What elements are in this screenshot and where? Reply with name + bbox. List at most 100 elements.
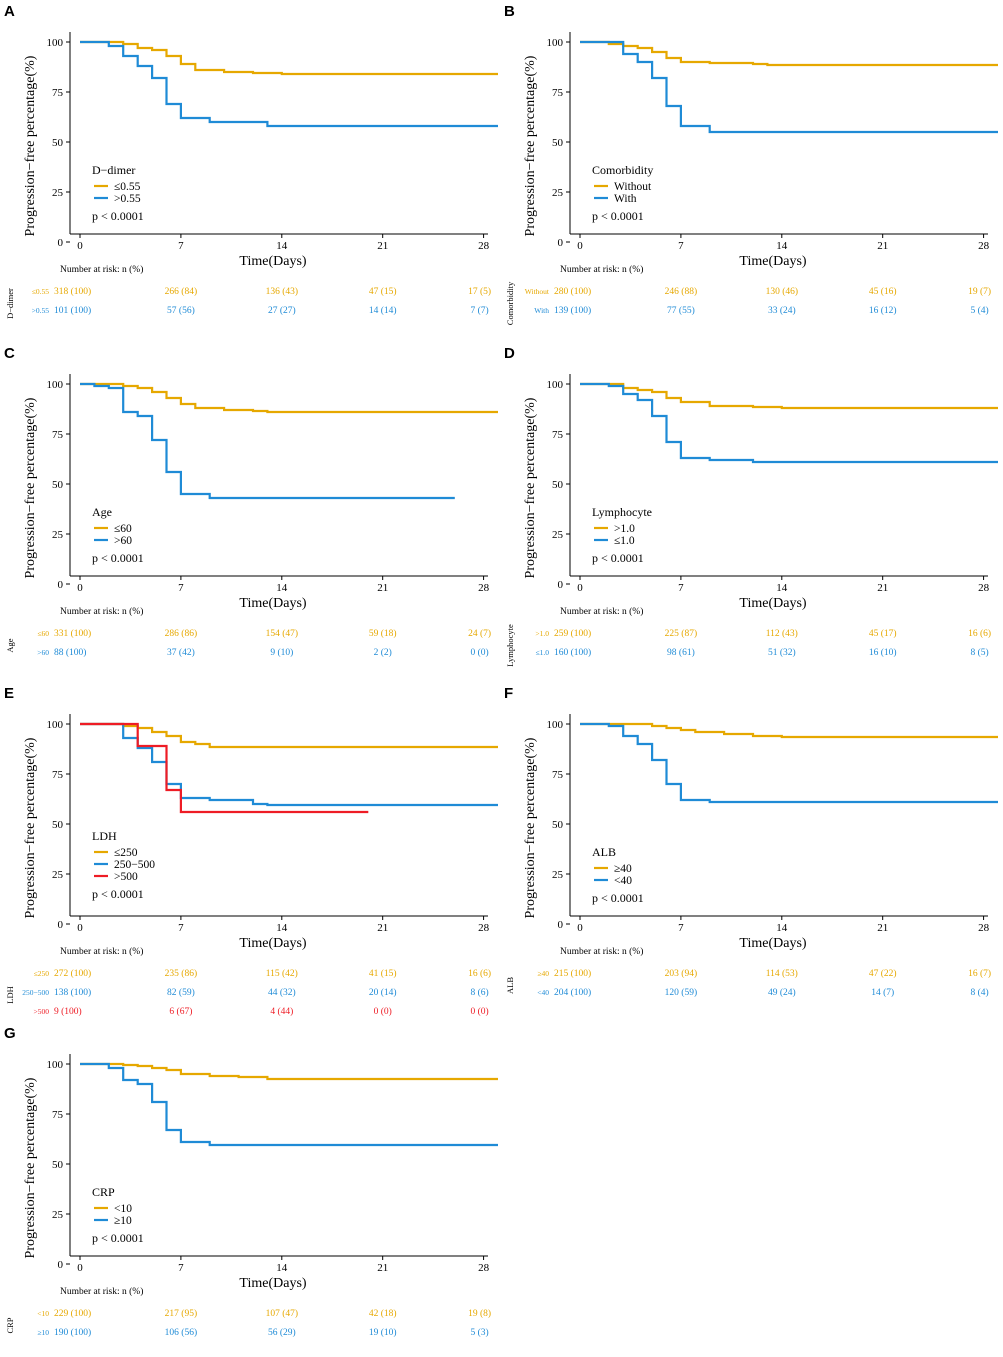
p-value: p < 0.0001 — [592, 891, 644, 905]
y-tick-label: 75 — [52, 769, 64, 781]
y-tick-label: 75 — [52, 429, 64, 441]
x-tick-label: 14 — [776, 240, 788, 252]
risk-cell: 16 (6) — [968, 628, 991, 639]
x-tick-label: 21 — [877, 582, 888, 594]
y-axis-label: Progression−free percentage(%) — [23, 397, 38, 578]
y-tick-label: 50 — [52, 479, 64, 491]
risk-cell: 246 (88) — [665, 286, 697, 297]
risk-cell: 138 (100) — [54, 987, 91, 998]
y-tick-label: 50 — [552, 479, 564, 491]
km-curves — [80, 40, 498, 128]
risk-cell: 47 (22) — [869, 968, 897, 979]
x-tick-label: 7 — [678, 240, 684, 252]
km-curve-series-2 — [580, 722, 998, 804]
panel-d: D 0 25 50 75 100 0 7 14 21 28 Progression−free perc… — [500, 342, 1000, 677]
y-tick-label: 100 — [547, 719, 564, 731]
x-tick-label: 14 — [276, 1262, 288, 1274]
risk-cell: 0 (0) — [470, 1006, 488, 1017]
risk-cell: 318 (100) — [54, 286, 91, 297]
p-value: p < 0.0001 — [92, 887, 144, 901]
p-value: p < 0.0001 — [92, 1231, 144, 1245]
p-value: p < 0.0001 — [592, 209, 644, 223]
legend-label: <40 — [614, 875, 632, 887]
risk-cell: 47 (15) — [369, 286, 397, 297]
risk-cell: 45 (16) — [869, 286, 897, 297]
risk-cell: 33 (24) — [768, 305, 796, 316]
y-tick-label: 100 — [47, 1059, 64, 1071]
risk-cell: 280 (100) — [554, 286, 591, 297]
risk-cell: 136 (43) — [266, 286, 298, 297]
panel-b: B 0 25 50 75 100 0 7 14 21 28 Progression−free perc… — [500, 0, 1000, 335]
risk-cell: 20 (14) — [369, 987, 397, 998]
km-chart-svg: C 0 25 50 75 100 0 7 14 21 28 Progression−free perc… — [4, 345, 498, 658]
risk-cell: 9 (100) — [54, 1006, 82, 1017]
panel-letter: G — [4, 1025, 16, 1042]
y-tick-label: 25 — [552, 187, 564, 199]
y-axis-label: Progression−free percentage(%) — [23, 1077, 38, 1258]
risk-cell: 19 (7) — [968, 286, 991, 297]
x-tick-label: 28 — [978, 240, 990, 252]
risk-cell: 112 (43) — [766, 628, 798, 639]
y-tick-label: 50 — [552, 137, 564, 149]
panel-letter: B — [504, 3, 515, 20]
y-tick-label: 75 — [552, 429, 564, 441]
x-tick-label: 21 — [377, 582, 388, 594]
panel-c: C 0 25 50 75 100 0 7 14 21 28 Progression−free perc… — [0, 342, 500, 677]
panel-g: G 0 25 50 75 100 0 7 14 21 28 Progression−free perc… — [0, 1022, 500, 1357]
x-axis-label: Time(Days) — [739, 596, 806, 611]
risk-cell: 130 (46) — [766, 286, 798, 297]
risk-cell: 106 (56) — [165, 1327, 197, 1338]
risk-cell: 217 (95) — [165, 1308, 197, 1319]
y-axis-label: Progression−free percentage(%) — [23, 737, 38, 918]
legend-title: Lymphocyte — [592, 505, 652, 519]
risk-cell: 0 (0) — [374, 1006, 392, 1017]
risk-cell: 51 (32) — [768, 647, 796, 658]
km-curve-series-2 — [80, 1062, 498, 1147]
legend-label: >500 — [114, 871, 138, 883]
x-tick-label: 7 — [178, 922, 184, 934]
y-tick-label: 0 — [558, 237, 564, 249]
y-tick-label: 75 — [52, 87, 64, 99]
risk-cell: 107 (47) — [266, 1308, 298, 1319]
risk-cell: 56 (29) — [268, 1327, 296, 1338]
risk-cell: 115 (42) — [266, 968, 298, 979]
km-curve-series-1 — [580, 722, 998, 739]
risk-row-label: ≤1.0 — [536, 648, 550, 657]
risk-cell: 16 (7) — [968, 968, 991, 979]
km-chart-svg: E 0 25 50 75 100 0 7 14 21 28 Progression−free perc… — [4, 685, 498, 1017]
km-curves — [80, 722, 498, 814]
risk-cell: 42 (18) — [369, 1308, 397, 1319]
x-tick-label: 0 — [577, 922, 583, 934]
x-tick-label: 28 — [478, 240, 490, 252]
panel-letter: D — [504, 345, 515, 362]
risk-cell: 266 (84) — [165, 286, 197, 297]
risk-table-group-label: CRP — [5, 1317, 15, 1333]
km-curve-series-2 — [80, 382, 455, 500]
y-tick-label: 50 — [52, 819, 64, 831]
risk-cell: 2 (2) — [374, 647, 392, 658]
risk-cell: 37 (42) — [167, 647, 195, 658]
x-tick-label: 14 — [276, 922, 288, 934]
risk-cell: 19 (8) — [468, 1308, 491, 1319]
risk-cell: 8 (6) — [470, 987, 488, 998]
legend-label: >0.55 — [114, 193, 141, 205]
risk-cell: 16 (10) — [869, 647, 897, 658]
km-curves — [580, 722, 998, 804]
y-tick-label: 75 — [552, 769, 564, 781]
risk-cell: 88 (100) — [54, 647, 86, 658]
x-tick-label: 0 — [77, 240, 83, 252]
x-tick-label: 21 — [377, 922, 388, 934]
y-tick-label: 0 — [58, 919, 64, 931]
y-tick-label: 50 — [52, 1159, 64, 1171]
risk-cell: 259 (100) — [554, 628, 591, 639]
km-curve-series-2 — [580, 382, 998, 464]
legend-label: ≤60 — [114, 523, 132, 535]
risk-row-label: 250−500 — [22, 988, 49, 997]
p-value: p < 0.0001 — [592, 551, 644, 565]
risk-cell: 14 (14) — [369, 305, 397, 316]
y-tick-label: 25 — [552, 529, 564, 541]
y-axis-label: Progression−free percentage(%) — [523, 397, 538, 578]
legend-label: <10 — [114, 1203, 132, 1215]
risk-cell: 0 (0) — [470, 647, 488, 658]
x-tick-label: 21 — [877, 922, 888, 934]
